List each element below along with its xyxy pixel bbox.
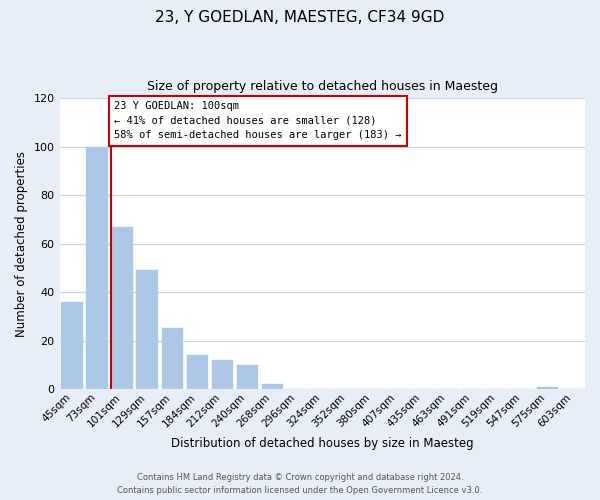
Bar (136, 270, 158, 389)
Text: Contains HM Land Registry data © Crown copyright and database right 2024.
Contai: Contains HM Land Registry data © Crown c… (118, 474, 482, 495)
Text: 23 Y GOEDLAN: 100sqm
← 41% of detached houses are smaller (128)
58% of semi-deta: 23 Y GOEDLAN: 100sqm ← 41% of detached h… (114, 101, 401, 140)
Bar (61, 302, 83, 389)
Bar (262, 384, 283, 389)
Bar (112, 226, 133, 389)
Text: 23, Y GOEDLAN, MAESTEG, CF34 9GD: 23, Y GOEDLAN, MAESTEG, CF34 9GD (155, 10, 445, 25)
Title: Size of property relative to detached houses in Maesteg: Size of property relative to detached ho… (147, 80, 498, 93)
Bar (161, 328, 183, 389)
Bar (537, 386, 558, 389)
Bar (212, 360, 233, 389)
Y-axis label: Number of detached properties: Number of detached properties (15, 150, 28, 336)
Bar (86, 147, 108, 389)
Bar (187, 355, 208, 389)
Bar (236, 365, 258, 389)
X-axis label: Distribution of detached houses by size in Maesteg: Distribution of detached houses by size … (171, 437, 473, 450)
